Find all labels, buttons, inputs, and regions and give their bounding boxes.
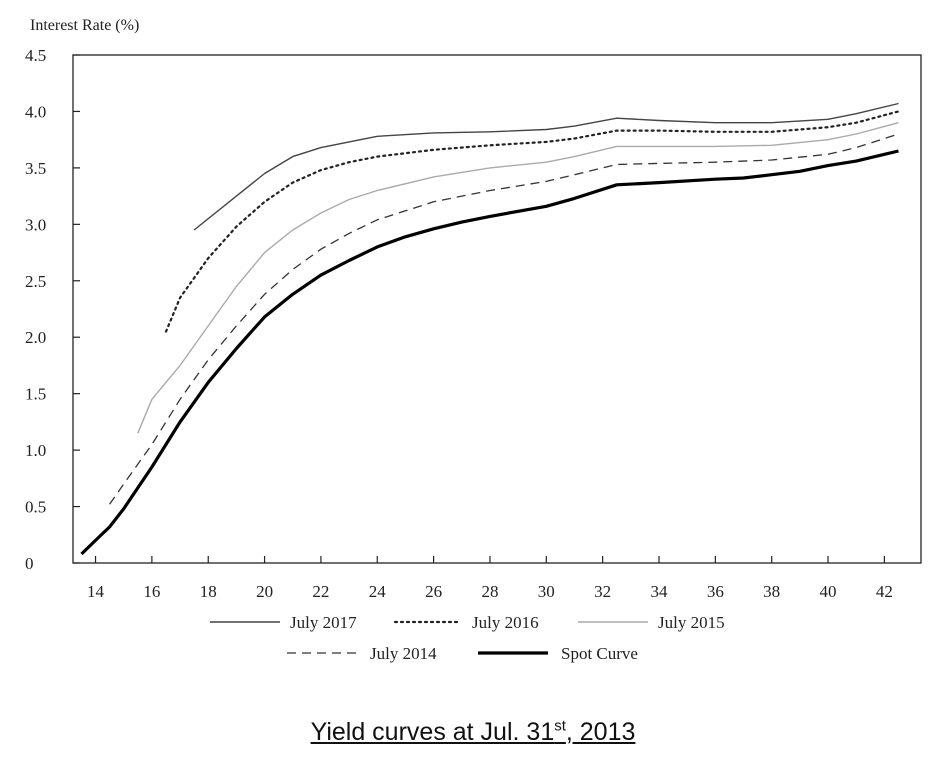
x-tick-label: 24 — [369, 582, 387, 601]
x-tick-label: 38 — [763, 582, 780, 601]
x-tick-label: 14 — [87, 582, 105, 601]
x-tick-label: 32 — [594, 582, 611, 601]
series-line-july-2014 — [109, 133, 899, 505]
x-tick-label: 26 — [425, 582, 442, 601]
y-tick-label: 0.5 — [25, 498, 46, 517]
legend-label: July 2014 — [370, 644, 437, 663]
y-tick-label: 3.5 — [25, 159, 46, 178]
legend-label: July 2015 — [658, 613, 725, 632]
x-axis: 14 16 18 20 22 24 26 28 30 32 34 36 38 40 42 — [87, 556, 893, 601]
x-tick-label: 30 — [538, 582, 555, 601]
series-layer — [80, 102, 900, 556]
caption-suffix: , 2013 — [565, 718, 636, 747]
x-tick-label: 16 — [143, 582, 160, 601]
legend-label: July 2017 — [290, 613, 357, 632]
legend: July 2017 July 2016 July 2015 July 2014 Spot… — [210, 613, 725, 663]
y-axis: 0 0.5 1.0 1.5 2.0 2.5 3.0 3.5 4.0 4.5 — [25, 46, 80, 573]
caption-prefix: Yield curves at Jul. 31 — [310, 718, 555, 747]
y-tick-label: 4.0 — [25, 102, 46, 121]
x-tick-label: 36 — [707, 582, 724, 601]
plot-frame — [72, 54, 922, 564]
figure-caption: Yield curves at Jul. 31st, 2013 — [0, 718, 946, 747]
legend-label: July 2016 — [472, 613, 539, 632]
y-tick-label: 2.0 — [25, 328, 46, 347]
x-tick-label: 20 — [256, 582, 273, 601]
y-tick-label: 2.5 — [25, 272, 46, 291]
x-tick-label: 34 — [650, 582, 668, 601]
y-tick-label: 1.5 — [25, 385, 46, 404]
y-tick-label: 4.5 — [25, 46, 46, 65]
caption-superscript: st — [554, 718, 566, 735]
x-tick-label: 28 — [481, 582, 498, 601]
series-line-july-2015 — [137, 122, 899, 434]
x-tick-label: 40 — [820, 582, 837, 601]
series-line-july-2017 — [193, 102, 899, 231]
x-tick-label: 22 — [312, 582, 329, 601]
series-line-july-2016 — [164, 110, 900, 333]
x-tick-label: 18 — [200, 582, 217, 601]
x-tick-label: 42 — [876, 582, 893, 601]
legend-label: Spot Curve — [561, 644, 638, 663]
series-line-spot-curve — [80, 149, 899, 556]
yield-curve-chart: Interest Rate (%) 0 0.5 1.0 1.5 2.0 2.5 3.0 3.5… — [25, 17, 922, 663]
y-tick-label: 3.0 — [25, 215, 46, 234]
y-tick-label: 0 — [25, 554, 34, 573]
y-tick-label: 1.0 — [25, 441, 46, 460]
y-axis-label: Interest Rate (%) — [30, 17, 139, 34]
